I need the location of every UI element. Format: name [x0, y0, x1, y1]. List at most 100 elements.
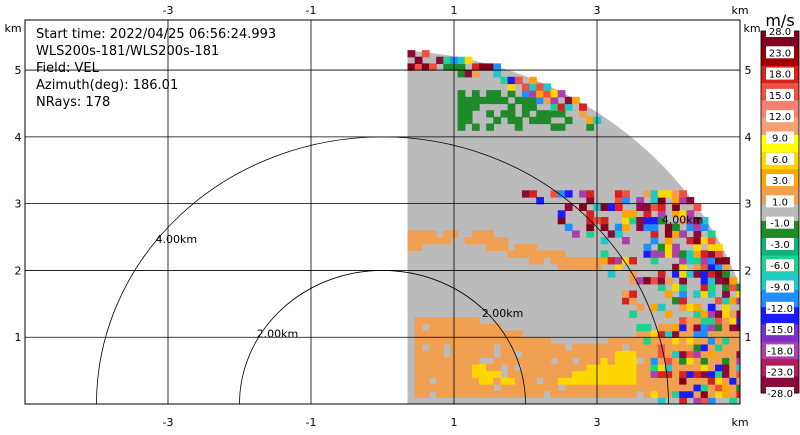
- y-tick-label-left: 5: [15, 64, 22, 77]
- data-cell: [672, 263, 680, 272]
- data-cell: [672, 357, 680, 365]
- data-cell: [493, 96, 502, 105]
- data-cell: [579, 370, 587, 378]
- data-cell: [707, 397, 716, 404]
- data-cell: [643, 330, 652, 338]
- data-cell: [657, 197, 666, 205]
- colorbar-label-box: [766, 259, 794, 272]
- data-cell: [657, 370, 666, 378]
- range-ring-label-left: 4.00km: [155, 233, 197, 246]
- data-cell: [672, 337, 680, 345]
- data-cell: [529, 337, 537, 345]
- data-cell: [500, 337, 509, 345]
- data-cell: [722, 377, 730, 385]
- data-cell: [729, 283, 738, 292]
- data-cell: [507, 337, 516, 345]
- data-cell: [507, 76, 516, 85]
- data-cell: [636, 330, 645, 338]
- data-cell: [707, 277, 716, 285]
- data-cell: [700, 290, 709, 298]
- data-cell: [664, 310, 673, 318]
- data-cell: [707, 330, 716, 338]
- y-tick-label-right: 5: [745, 64, 752, 77]
- data-cell: [529, 76, 537, 85]
- data-cell: [679, 230, 687, 238]
- data-cell: [729, 384, 738, 392]
- data-cell: [493, 243, 502, 251]
- data-cell: [464, 390, 473, 398]
- data-cell: [736, 350, 740, 358]
- data-cell: [536, 390, 544, 398]
- data-cell: [407, 243, 416, 251]
- data-cell: [707, 243, 716, 251]
- x-tick-label-bottom: -1: [306, 416, 317, 429]
- data-cell: [679, 323, 687, 332]
- data-cell: [693, 237, 702, 245]
- data-cell: [715, 243, 723, 251]
- data-cell: [493, 237, 502, 245]
- data-cell: [664, 343, 673, 352]
- data-cell: [664, 250, 673, 258]
- data-cell: [486, 110, 494, 118]
- data-cell: [736, 357, 740, 365]
- data-cell: [464, 116, 473, 125]
- data-cell: [679, 384, 687, 392]
- data-cell: [700, 377, 709, 385]
- data-cell: [529, 377, 537, 385]
- data-cell: [529, 363, 537, 372]
- data-cell: [471, 390, 480, 398]
- data-cell: [443, 56, 452, 64]
- data-cell: [464, 370, 473, 378]
- data-cell: [529, 257, 537, 265]
- data-cell: [479, 384, 487, 392]
- data-cell: [607, 357, 616, 365]
- data-cell: [564, 116, 573, 125]
- data-cell: [514, 370, 523, 378]
- colorbar-tick-label: -12.0: [767, 304, 793, 315]
- data-cell: [643, 384, 652, 392]
- data-cell: [443, 63, 452, 71]
- data-cell: [600, 250, 609, 258]
- data-cell: [564, 363, 573, 372]
- data-cell: [729, 350, 738, 358]
- data-cell: [679, 363, 687, 372]
- data-cell: [521, 110, 530, 118]
- data-cell: [586, 357, 595, 365]
- colorbar-label-box: [766, 152, 794, 165]
- data-cell: [471, 337, 480, 345]
- data-cell: [607, 390, 616, 398]
- colorbar-label-box: [766, 280, 794, 293]
- data-cell: [614, 337, 623, 345]
- data-cell: [421, 230, 430, 238]
- data-cell: [550, 377, 559, 385]
- data-cell: [679, 277, 687, 285]
- data-cell: [622, 377, 630, 385]
- data-cell: [543, 384, 552, 392]
- data-cell: [707, 317, 716, 325]
- data-cell: [436, 363, 444, 372]
- x-tick-label-top: -3: [163, 4, 174, 17]
- data-cell: [736, 297, 740, 305]
- data-cell: [664, 390, 673, 398]
- data-cell: [679, 297, 687, 305]
- data-cell: [514, 116, 523, 125]
- colorbar-tick-label: 15.0: [769, 91, 791, 102]
- data-cell: [407, 230, 416, 238]
- data-cell: [643, 370, 652, 378]
- data-cell: [600, 257, 609, 265]
- data-cell: [657, 203, 666, 211]
- data-cell: [657, 277, 666, 285]
- data-cell: [679, 210, 687, 218]
- colorbar-tick-label: -3.0: [770, 240, 790, 251]
- data-cell: [550, 190, 559, 198]
- data-cell: [514, 76, 523, 85]
- data-cell: [521, 243, 530, 251]
- data-cell: [471, 330, 480, 338]
- data-cell: [572, 257, 580, 265]
- data-cell: [722, 297, 730, 305]
- data-cell: [693, 357, 702, 365]
- data-cell: [521, 370, 530, 378]
- data-cell: [693, 290, 702, 298]
- data-cell: [493, 377, 502, 385]
